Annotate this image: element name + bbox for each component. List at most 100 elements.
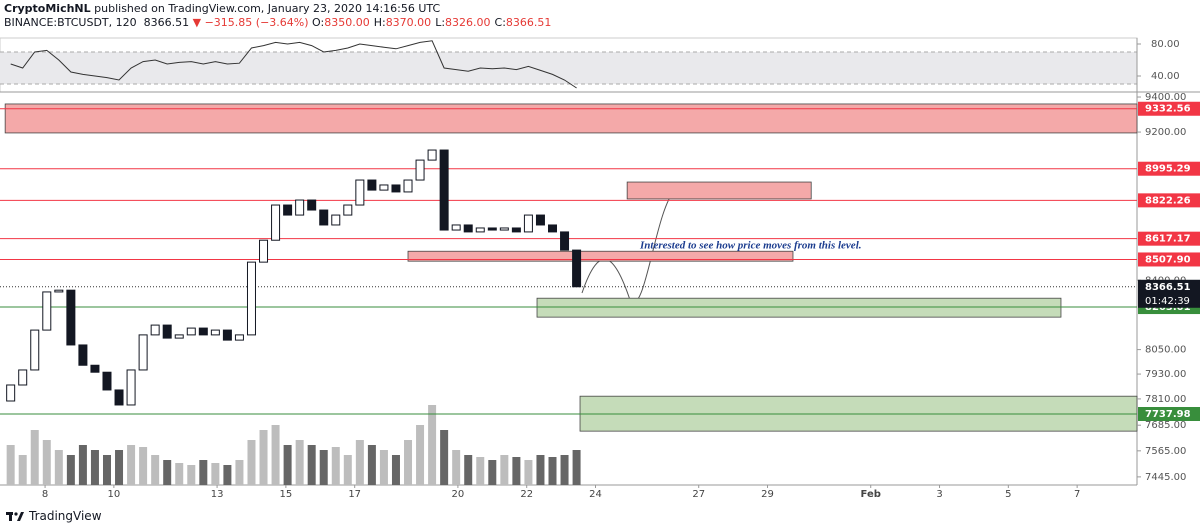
volume-bar <box>187 465 196 485</box>
header-line: CryptoMichNL published on TradingView.co… <box>4 2 555 16</box>
candle-body <box>379 184 389 191</box>
level-label: 8822.26 <box>1145 195 1191 206</box>
volume-bar <box>367 445 376 485</box>
author: CryptoMichNL <box>4 2 91 15</box>
x-tick-label: 27 <box>692 489 705 500</box>
candle-body <box>78 344 88 366</box>
y-tick-label: 9200.00 <box>1145 127 1186 138</box>
y-tick-label: 8050.00 <box>1145 345 1186 356</box>
volume-bar <box>54 450 63 485</box>
volume-bar <box>572 450 581 485</box>
ohlc-value: 8350.00 <box>324 16 370 29</box>
volume-bar <box>235 460 244 485</box>
volume-bar <box>355 440 364 485</box>
countdown: 01:42:39 <box>1145 296 1190 307</box>
candle-body <box>511 227 521 233</box>
volume-bar <box>6 445 15 485</box>
level-label: 9332.56 <box>1145 104 1191 115</box>
x-tick-label: 24 <box>589 489 602 500</box>
candle-body <box>210 329 220 336</box>
volume-bar <box>391 455 400 485</box>
level-badge <box>1138 101 1200 116</box>
ohlc-value: 8366.51 <box>505 16 552 29</box>
volume-bar <box>319 450 328 485</box>
volume-bar <box>42 440 51 485</box>
x-tick-label: 17 <box>348 489 361 500</box>
volume-bar <box>139 447 148 485</box>
level-label: 8507.90 <box>1145 254 1191 265</box>
annotation: Interested to see how price moves from t… <box>639 240 862 252</box>
footer: TradingView <box>6 509 102 523</box>
volume-bar <box>18 455 27 485</box>
ohlc-label: O: <box>312 16 325 29</box>
current-badge <box>1138 279 1200 308</box>
volume-bar <box>476 457 485 485</box>
volume-bar <box>271 425 280 485</box>
candle-body <box>162 324 172 339</box>
volume-bar <box>127 445 136 485</box>
candle-body <box>198 327 208 336</box>
volume-bar <box>524 460 533 485</box>
level-label: 8995.29 <box>1145 164 1191 175</box>
candle-body <box>475 227 485 233</box>
volume-bar <box>66 455 75 485</box>
x-tick-label: 13 <box>211 489 224 500</box>
y-tick-label: 7445.00 <box>1145 472 1186 483</box>
ohlc-value: 8370.00 <box>385 16 432 29</box>
candle-body <box>487 227 497 231</box>
zone <box>626 181 812 200</box>
header: CryptoMichNL published on TradingView.co… <box>4 2 555 30</box>
level-label: 7737.98 <box>1145 409 1191 420</box>
x-tick-label: 22 <box>520 489 533 500</box>
volume-bar <box>464 455 473 485</box>
candle-body <box>343 204 353 216</box>
ohlc-label: H: <box>373 16 386 29</box>
candle-body <box>259 239 269 263</box>
level-badge <box>1138 161 1200 176</box>
x-tick-label: 29 <box>761 489 774 500</box>
candle-body <box>367 179 377 191</box>
symbol: BINANCE:BTCUSDT, 120 <box>4 16 137 29</box>
candle-body <box>246 261 256 336</box>
zone <box>536 297 1062 318</box>
candle-body <box>66 289 76 346</box>
volume-bar <box>259 430 268 485</box>
y-tick-label: 9400.00 <box>1145 92 1186 103</box>
chart: 9400.009200.008400.008050.007930.007810.… <box>0 37 1200 500</box>
x-tick-label: 7 <box>1074 489 1080 500</box>
candle-body <box>307 199 317 211</box>
level-badge <box>1138 193 1200 208</box>
candle-body <box>174 334 184 339</box>
candle-body <box>523 214 533 233</box>
last: 8366.51 <box>143 16 190 29</box>
candle-body <box>271 204 281 241</box>
candle-body <box>415 159 425 181</box>
logo <box>6 512 24 521</box>
volume-bar <box>428 405 437 485</box>
volume-bar <box>416 425 425 485</box>
candle-body <box>499 227 509 231</box>
candle-body <box>18 369 28 386</box>
rsi-tick-label: 40.00 <box>1151 71 1180 82</box>
candle-body <box>126 369 136 406</box>
candle-body <box>295 199 305 216</box>
candle-body <box>403 179 413 193</box>
candle-body <box>102 371 112 391</box>
volume-bar <box>211 463 220 485</box>
volume-bar <box>536 455 545 485</box>
volume-bar <box>115 450 124 485</box>
ohlc: O:8350.00 H:8370.00 L:8326.00 C:8366.51 <box>312 16 555 29</box>
candle-body <box>6 384 16 402</box>
ohlc-label: C: <box>494 16 506 29</box>
volume-bar <box>151 455 160 485</box>
y-tick-label: 7930.00 <box>1145 369 1186 380</box>
x-tick-label: 15 <box>280 489 293 500</box>
volume-bar <box>379 450 388 485</box>
candle-body <box>234 334 244 341</box>
candle-body <box>114 389 124 406</box>
x-tick-label: 5 <box>1005 489 1011 500</box>
candle-body <box>451 224 461 231</box>
level-badge <box>1138 231 1200 246</box>
